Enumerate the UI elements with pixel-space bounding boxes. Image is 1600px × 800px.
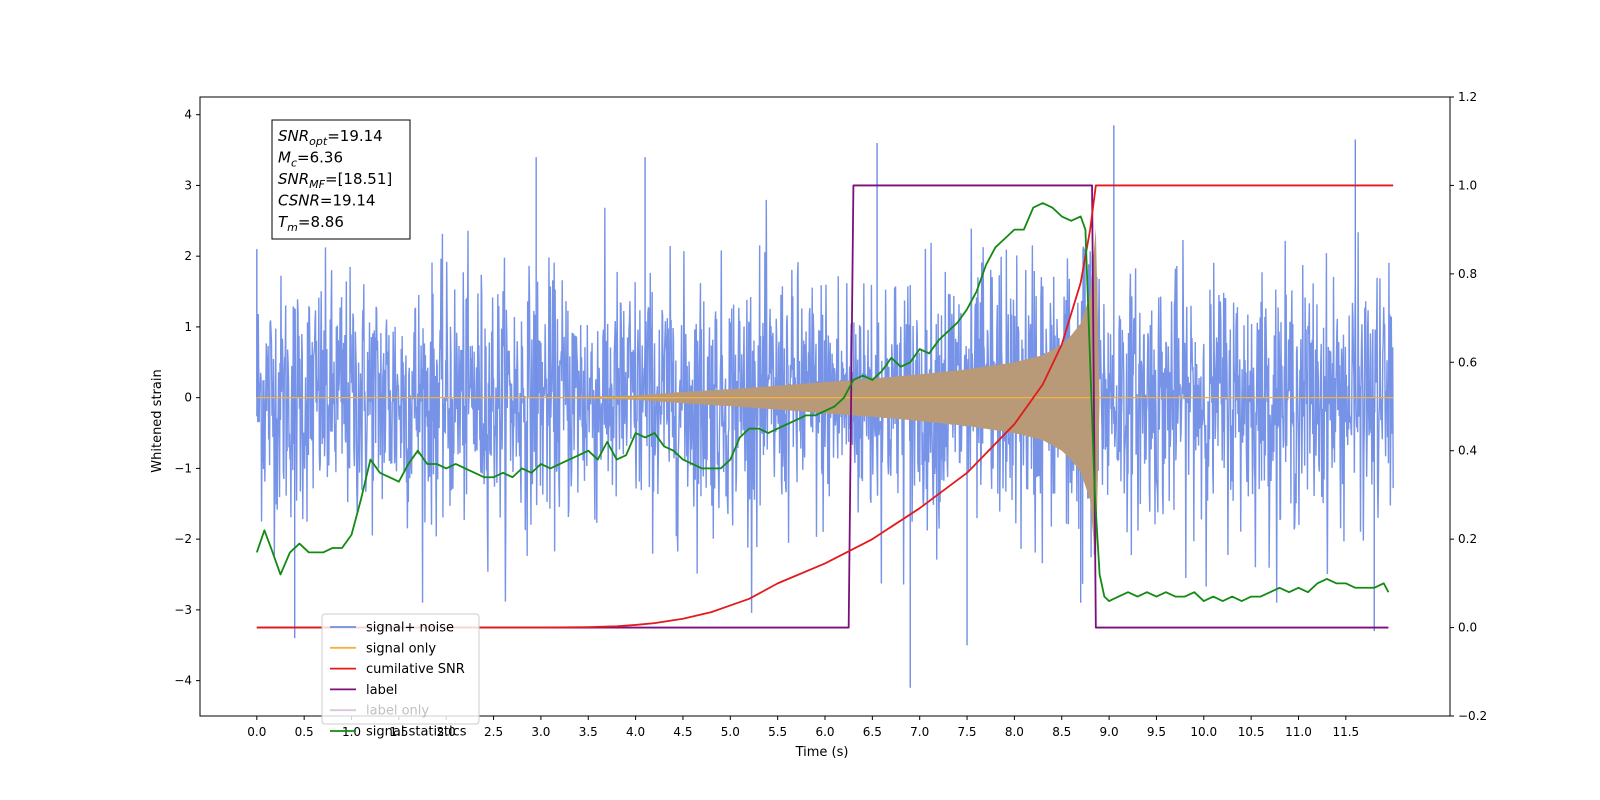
x-tick-label: 1.0 — [342, 725, 361, 739]
annotation-frame — [271, 119, 411, 240]
x-tick-label: 0.5 — [295, 725, 314, 739]
y2-tick-label: 0.4 — [1458, 444, 1477, 458]
x-tick-label: 10.5 — [1238, 725, 1265, 739]
y-tick-label: 2 — [184, 249, 192, 263]
y-tick-label: 0 — [184, 391, 192, 405]
y2-tick-label: 0.0 — [1458, 621, 1477, 635]
x-tick-label: 7.5 — [957, 725, 976, 739]
x-tick-label: 2.5 — [484, 725, 503, 739]
x-tick-label: 5.5 — [768, 725, 787, 739]
annotation-line: CSNR=19.14 — [278, 192, 375, 210]
overlay-series — [255, 184, 1394, 629]
annotation-symbol: SNR — [278, 127, 309, 145]
y2-tick-label: 1.0 — [1458, 178, 1477, 192]
legend-frame — [321, 613, 480, 725]
x-tick-label: 2.0 — [437, 725, 456, 739]
annotation-subscript: m — [287, 221, 298, 234]
x-tick-label: 9.0 — [1100, 725, 1119, 739]
label-line — [256, 184, 1389, 629]
annotation-value: =6.36 — [297, 149, 343, 167]
y-axis-label: Whitened strain — [150, 369, 165, 472]
cumilative-snr-line — [256, 184, 1394, 629]
y-tick-label: −2 — [174, 532, 192, 546]
legend-label: label only — [366, 704, 429, 719]
legend: signal+ noise signal only cumilative SNR la… — [321, 613, 480, 740]
x-tick-label: 3.0 — [531, 725, 550, 739]
annotation-symbol: CSNR — [278, 192, 320, 210]
y2-tick-label: 1.2 — [1458, 90, 1477, 104]
x-tick-label: 5.0 — [721, 725, 740, 739]
annotation-line: SNRopt=19.14 — [278, 127, 383, 148]
y2-tick-label: 0.6 — [1458, 355, 1477, 369]
legend-label: cumilative SNR — [366, 662, 465, 677]
y-axis-left: −4 −3 −2 −1 0 1 2 3 4 — [174, 108, 200, 688]
signal-noise-line — [256, 199, 1394, 613]
y-tick-label: 4 — [184, 108, 192, 122]
x-tick-label: 4.5 — [673, 725, 692, 739]
annotation-symbol: T — [278, 213, 289, 231]
annotation-box: SNRopt=19.14Mc=6.36SNRMF=[18.51]CSNR=19.… — [271, 119, 411, 240]
annotation-subscript: opt — [309, 135, 328, 148]
x-tick-label: 8.5 — [1052, 725, 1071, 739]
x-tick-label: 11.0 — [1285, 725, 1312, 739]
y2-tick-label: 0.8 — [1458, 267, 1477, 281]
legend-label: signal+ noise — [366, 621, 454, 636]
annotation-line: Mc=6.36 — [278, 149, 343, 170]
x-tick-label: 3.5 — [579, 725, 598, 739]
y-tick-label: −3 — [174, 603, 192, 617]
annotation-subscript: c — [291, 157, 297, 170]
x-tick-label: 0.0 — [247, 725, 266, 739]
annotation-symbol: SNR — [278, 170, 309, 188]
y-tick-label: −4 — [174, 674, 192, 688]
x-tick-label: 9.5 — [1147, 725, 1166, 739]
legend-label: label — [366, 683, 397, 698]
y-axis-right: −0.2 0.0 0.2 0.4 0.6 0.8 1.0 1.2 — [1450, 90, 1487, 723]
y-tick-label: 1 — [184, 320, 192, 334]
annotation-value: =19.14 — [320, 192, 376, 210]
annotation-subscript: MF — [309, 178, 325, 191]
x-axis-label: Time (s) — [795, 745, 849, 760]
annotation-value: =19.14 — [327, 127, 383, 145]
y2-tick-label: 0.2 — [1458, 532, 1477, 546]
legend-label: signal only — [366, 641, 436, 656]
x-tick-label: 6.5 — [863, 725, 882, 739]
y-tick-label: −1 — [174, 461, 192, 475]
x-tick-label: 10.0 — [1190, 725, 1217, 739]
x-tick-label: 8.0 — [1005, 725, 1024, 739]
annotation-line: SNRMF=[18.51] — [278, 170, 392, 191]
y-tick-label: 3 — [184, 178, 192, 192]
x-tick-label: 4.0 — [626, 725, 645, 739]
legend-label: signal statistics — [366, 725, 467, 740]
x-tick-label: 11.5 — [1332, 725, 1359, 739]
annotation-line: Tm=8.86 — [278, 213, 344, 234]
x-tick-label: 1.5 — [389, 725, 408, 739]
signal-only-series — [256, 227, 1394, 568]
x-axis: 0.0 0.5 1.0 1.5 2.0 2.5 3.0 3.5 4.0 4.5 5.0 5.5 6.0 6… — [247, 716, 1359, 739]
annotation-symbol: M — [278, 149, 291, 167]
annotation-value: =[18.51] — [325, 170, 392, 188]
x-tick-label: 6.0 — [815, 725, 834, 739]
x-tick-label: 7.0 — [910, 725, 929, 739]
annotation-value: =8.86 — [298, 213, 344, 231]
y2-tick-label: −0.2 — [1458, 709, 1487, 723]
signal-statistics-line — [255, 202, 1390, 602]
